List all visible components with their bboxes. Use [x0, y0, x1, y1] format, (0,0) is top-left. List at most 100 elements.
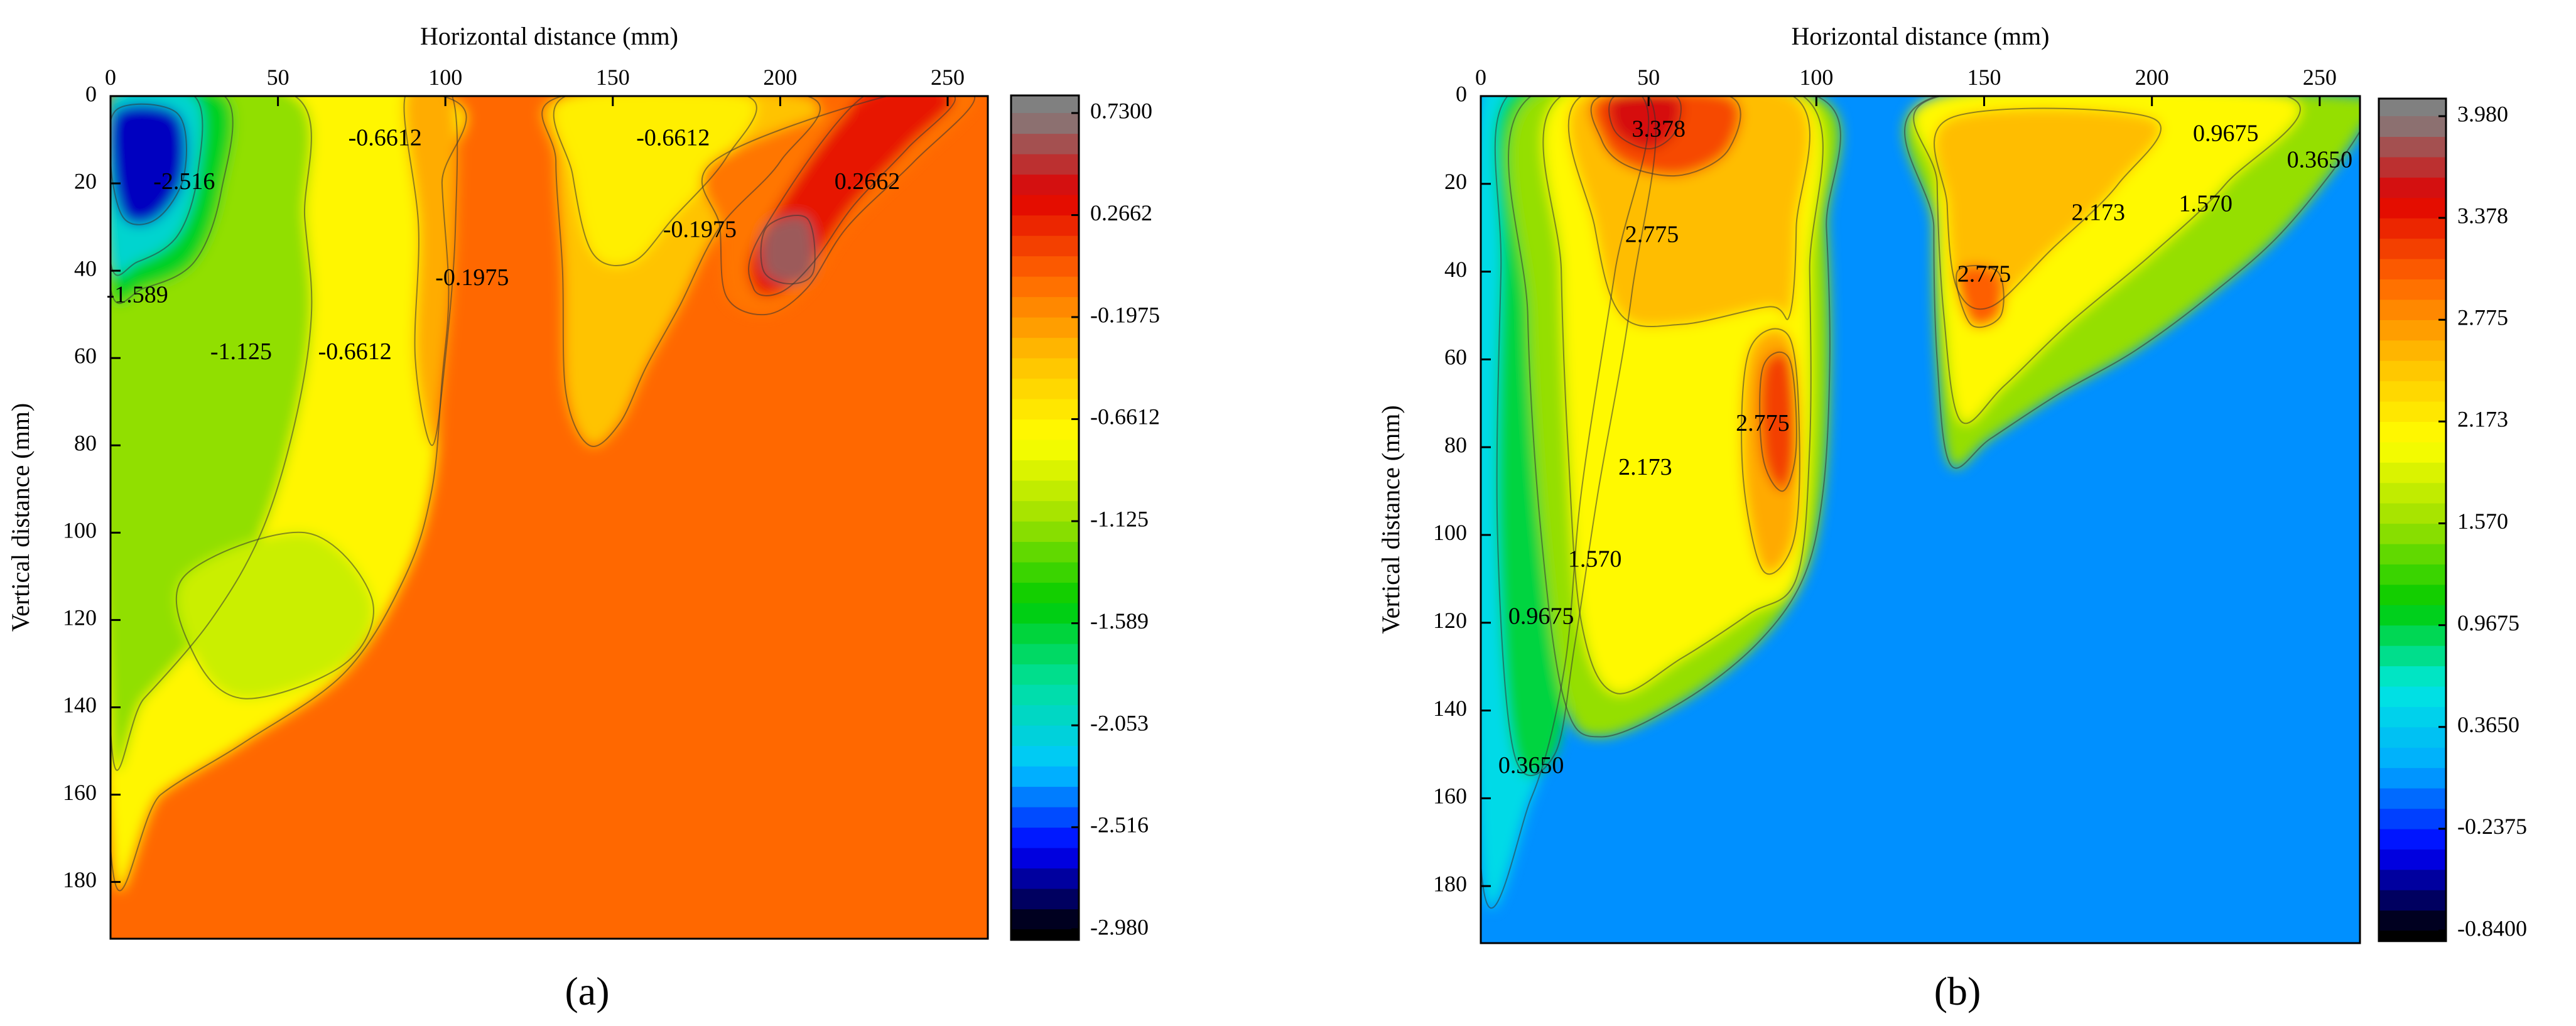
x-tick-label: 100: [1799, 65, 1833, 90]
colorbar-band: [1011, 582, 1079, 603]
colorbar-band: [1011, 664, 1079, 685]
colorbar-band: [2379, 686, 2446, 707]
colorbar-band: [2379, 726, 2446, 748]
colorbar-band: [1011, 848, 1079, 869]
y-tick-label: 20: [1444, 169, 1467, 194]
contour-label: 0.2662: [835, 168, 901, 195]
colorbar-band: [1011, 766, 1079, 787]
contour-label: -2.516: [153, 168, 215, 195]
colorbar-band: [1011, 909, 1079, 930]
contour-lines: [1481, 96, 2360, 909]
contour-line: [111, 96, 467, 892]
contour-line: [1590, 96, 1741, 177]
colorbar-band: [2379, 421, 2446, 443]
x-tick-label: 0: [1475, 65, 1486, 90]
colorbar-tick-label: -0.6612: [1090, 404, 1160, 429]
colorbar-band: [1011, 276, 1079, 298]
colorbar-band: [1011, 684, 1079, 706]
colorbar-band: [2379, 299, 2446, 320]
heatmap-regions: [111, 96, 975, 891]
colorbar-band: [1011, 480, 1079, 502]
colorbar-tick-label: 0.7300: [1090, 98, 1152, 123]
contour-label: 0.9675: [1508, 603, 1574, 629]
colorbar-band: [2379, 177, 2446, 198]
heatmap-field: [1481, 96, 2360, 943]
colorbar-under-cap: [2379, 931, 2446, 941]
colorbar-tick-label: 2.173: [2457, 407, 2508, 432]
colorbar-tick-label: 3.378: [2457, 203, 2508, 228]
y-tick-label: 0: [1456, 81, 1467, 106]
x-tick-label: 50: [267, 65, 290, 90]
contour-line: [1567, 96, 1810, 328]
colorbar-band: [2379, 462, 2446, 483]
colorbar-band: [2379, 747, 2446, 769]
colorbar-band: [2379, 136, 2446, 158]
x-tick-label: 150: [596, 65, 630, 90]
heatmap-region: [111, 104, 187, 225]
colorbar-band: [2379, 156, 2446, 178]
y-tick-label: 140: [1433, 696, 1467, 721]
y-tick-label: 180: [63, 867, 97, 892]
contour-label: 2.775: [1736, 410, 1790, 436]
colorbar-tick-label: 0.3650: [2457, 712, 2519, 737]
contour-label: -0.1975: [663, 216, 737, 242]
contour-label: 0.3650: [1498, 752, 1564, 779]
colorbar-band: [1011, 623, 1079, 644]
colorbar-band: [2379, 706, 2446, 728]
x-tick-label: 250: [2303, 65, 2337, 90]
colorbar-band: [1011, 786, 1079, 807]
colorbar-band: [2379, 645, 2446, 667]
colorbar-band: [1011, 235, 1079, 257]
y-tick-label: 100: [1433, 520, 1467, 545]
colorbar-band: [2379, 238, 2446, 259]
y-tick-label: 60: [74, 343, 97, 368]
y-tick-label: 160: [63, 780, 97, 805]
y-tick-label: 80: [74, 431, 97, 456]
y-tick-label: 180: [1433, 871, 1467, 896]
contour-line: [111, 96, 234, 305]
heatmap-region: [176, 532, 374, 699]
y-tick-label: 40: [74, 256, 97, 281]
colorbar-band: [2379, 910, 2446, 931]
y-tick-label: 80: [1444, 432, 1467, 457]
contour-label: 0.3650: [2287, 147, 2353, 173]
colorbar-frame: [2378, 97, 2447, 942]
colorbar-band: [2379, 869, 2446, 890]
x-tick-label: 50: [1637, 65, 1660, 90]
contour-label: 3.378: [1632, 116, 1686, 143]
colorbar-band: [1011, 562, 1079, 583]
colorbar-tick-label: 3.980: [2457, 101, 2508, 126]
colorbar-band: [1011, 521, 1079, 543]
panel-label: (b): [1934, 969, 1981, 1013]
contour-label: -0.6612: [349, 124, 422, 151]
plot-frame: [1480, 95, 2361, 944]
x-tick-label: 100: [428, 65, 462, 90]
colorbar-band: [1011, 460, 1079, 481]
colorbar-tick-label: -0.2375: [2457, 814, 2527, 839]
colorbar-band: [2379, 584, 2446, 605]
heatmap-region: [760, 215, 815, 284]
x-axis-title: Horizontal distance (mm): [1792, 22, 2050, 50]
colorbar-tick-label: -2.516: [1090, 813, 1149, 838]
colorbar-band: [2379, 828, 2446, 850]
y-tick-label: 140: [63, 693, 97, 718]
panel-label: (a): [565, 969, 609, 1013]
colorbar-tick-label: 2.775: [2457, 305, 2508, 330]
x-tick-label: 200: [2135, 65, 2169, 90]
contour-line: [1481, 96, 1650, 909]
colorbar: 0.7300 0.2662 -0.1975 -0.6612 -1.125 -1.589 -2…: [1010, 94, 1160, 941]
colorbar-band: [2379, 605, 2446, 626]
contour-label: 0.9675: [2193, 121, 2259, 147]
contour-line: [1741, 328, 1800, 575]
contour-line: [541, 96, 821, 447]
heatmap-region: [553, 96, 757, 266]
colorbar-band: [2379, 482, 2446, 504]
colorbar-band: [1011, 296, 1079, 318]
y-tick-label: 120: [63, 605, 97, 630]
contour-line: [111, 96, 313, 771]
colorbar-tick-label: -2.053: [1090, 710, 1149, 735]
colorbar-over-cap: [2379, 99, 2446, 116]
colorbar-band: [2379, 788, 2446, 809]
colorbar-band: [2379, 401, 2446, 422]
contour-line: [701, 96, 976, 316]
